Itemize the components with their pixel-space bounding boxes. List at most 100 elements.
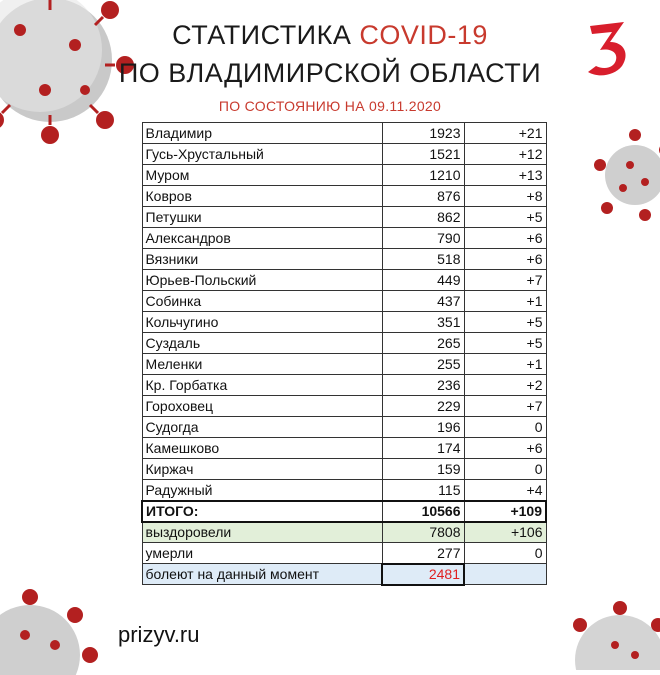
coronavirus-icon-bottom-left [0,589,98,675]
district-name: Вязники [141,248,383,270]
total-cases: 236 [381,374,465,396]
new-cases: +2 [463,374,547,396]
table-row: Юрьев-Польский 449 +7 [141,269,547,291]
district-name: Гороховец [141,395,383,417]
new-cases: 0 [463,416,547,438]
table-row: Кольчугино 351 +5 [141,311,547,333]
coronavirus-icon-bottom-right [573,601,660,670]
coronavirus-icon-right [594,129,660,221]
table-row: Меленки 255 +1 [141,353,547,375]
district-name: Владимир [141,122,383,144]
district-name: Юрьев-Польский [141,269,383,291]
total-cases: 876 [381,185,465,207]
new-cases: +1 [463,353,547,375]
recovered-total: 7808 [381,521,465,543]
table-row: Кр. Горбатка 236 +2 [141,374,547,396]
table-row: Александров 790 +6 [141,227,547,249]
table-row: Радужный 115 +4 [141,479,547,501]
total-cases: 790 [381,227,465,249]
district-name: Судогда [141,416,383,438]
table-row: Гусь-Хрустальный 1521 +12 [141,143,547,165]
total-cases-sum: 10566 [381,499,465,523]
district-name: Петушки [141,206,383,228]
district-name: Кольчугино [141,311,383,333]
district-name: Собинка [141,290,383,312]
total-label: ИТОГО: [141,499,383,523]
total-cases: 255 [381,353,465,375]
channel-3-logo-icon [588,22,626,76]
total-cases: 115 [381,479,465,501]
new-cases: +7 [463,269,547,291]
table-row: Ковров 876 +8 [141,185,547,207]
table-row: Гороховец 229 +7 [141,395,547,417]
district-name: Киржач [141,458,383,480]
title-covid-part: COVID-19 [359,20,488,50]
site-url: prizyv.ru [118,622,200,647]
page-title-line1: СТАТИСТИКА COVID-19 [0,20,660,51]
table-row: Вязники 518 +6 [141,248,547,270]
district-name: Меленки [141,353,383,375]
district-name: Кр. Горбатка [141,374,383,396]
new-cases: +12 [463,143,547,165]
recovered-row: выздоровели 7808 +106 [141,521,547,543]
new-cases-sum: +109 [463,499,547,523]
new-cases: +6 [463,227,547,249]
table-row: Муром 1210 +13 [141,164,547,186]
district-name: Радужный [141,479,383,501]
active-cases-new [463,563,547,585]
total-cases: 862 [381,206,465,228]
new-cases: +7 [463,395,547,417]
new-cases: 0 [463,458,547,480]
active-cases-label: болеют на данный момент [141,563,383,585]
table-row: Судогда 196 0 [141,416,547,438]
district-name: Гусь-Хрустальный [141,143,383,165]
total-cases: 174 [381,437,465,459]
total-cases: 1521 [381,143,465,165]
new-cases: +1 [463,290,547,312]
district-name: Муром [141,164,383,186]
total-cases: 449 [381,269,465,291]
table-row: Владимир 1923 +21 [141,122,547,144]
page-title-line2: ПО ВЛАДИМИРСКОЙ ОБЛАСТИ [118,58,542,88]
table-row: Петушки 862 +5 [141,206,547,228]
total-cases: 518 [381,248,465,270]
district-name: Суздаль [141,332,383,354]
recovered-label: выздоровели [141,521,383,543]
new-cases: +5 [463,332,547,354]
total-cases: 351 [381,311,465,333]
new-cases: +6 [463,248,547,270]
district-name: Камешково [141,437,383,459]
district-name: Александров [141,227,383,249]
recovered-new: +106 [463,521,547,543]
active-cases-row: болеют на данный момент 2481 [141,562,547,586]
table-row: Собинка 437 +1 [141,290,547,312]
covid-stats-table: Владимир 1923 +21 Гусь-Хрустальный 1521 +12 … [141,122,547,586]
new-cases: +8 [463,185,547,207]
title-black-part: СТАТИСТИКА [172,20,352,50]
total-cases: 1210 [381,164,465,186]
new-cases: +21 [463,122,547,144]
deaths-label: умерли [141,542,383,564]
table-row: Суздаль 265 +5 [141,332,547,354]
deaths-total: 277 [381,542,465,564]
total-row: ИТОГО: 10566 +109 [141,499,547,523]
new-cases: +13 [463,164,547,186]
table-row: Киржач 159 0 [141,458,547,480]
date-subtitle: ПО СОСТОЯНИЮ НА 09.11.2020 [218,98,442,114]
coronavirus-icon-top-left [0,0,134,144]
total-cases: 159 [381,458,465,480]
deaths-new: 0 [463,542,547,564]
deaths-row: умерли 277 0 [141,542,547,564]
total-cases: 196 [381,416,465,438]
new-cases: +5 [463,311,547,333]
district-name: Ковров [141,185,383,207]
active-cases-total: 2481 [381,562,465,586]
new-cases: +4 [463,479,547,501]
total-cases: 265 [381,332,465,354]
new-cases: +5 [463,206,547,228]
total-cases: 229 [381,395,465,417]
table-row: Камешково 174 +6 [141,437,547,459]
total-cases: 437 [381,290,465,312]
new-cases: +6 [463,437,547,459]
total-cases: 1923 [381,122,465,144]
